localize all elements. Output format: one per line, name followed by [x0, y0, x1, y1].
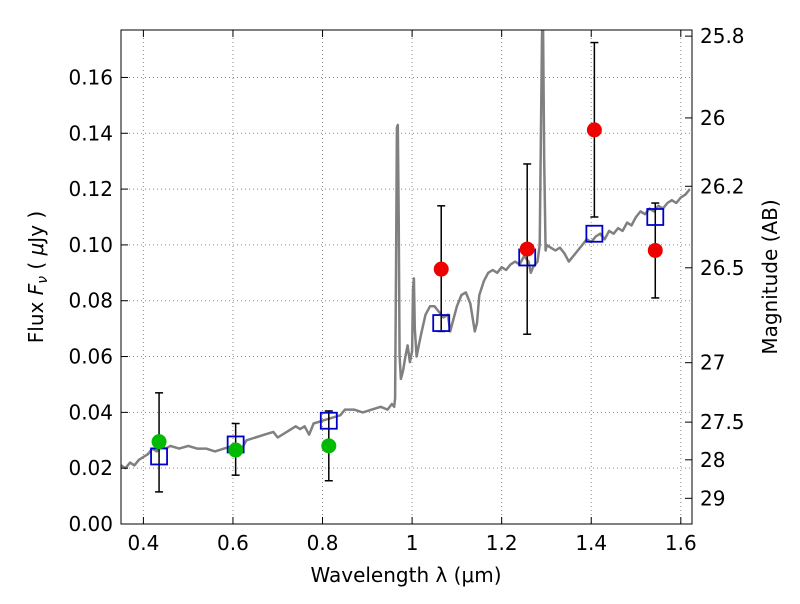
y-axis-title: Flux Fν ( μJy ) [24, 211, 51, 343]
y-tick-label: 0.02 [68, 456, 113, 480]
plot-frame [120, 29, 693, 525]
y-tick-label: 0.10 [68, 233, 113, 257]
y-tick-label: 0.16 [68, 65, 113, 89]
y-tick-label: 0.14 [68, 121, 113, 145]
red-point [586, 122, 602, 138]
model-square [319, 411, 338, 430]
y-tick-label: 0.00 [68, 512, 113, 536]
right-tick-label: 27 [700, 351, 725, 375]
right-axis-title: Magnitude (AB) [758, 199, 782, 354]
right-tick-label: 29 [700, 486, 725, 510]
green-point [151, 434, 167, 450]
right-tick-label: 28 [700, 448, 725, 472]
red-point [647, 242, 663, 258]
green-point [321, 438, 337, 454]
y-tick-label: 0.08 [68, 289, 113, 313]
x-tick-label: 0.8 [307, 531, 339, 555]
y-tick-label: 0.12 [68, 177, 113, 201]
axis-ticks: 0.4 0.6 0.8 1 1.2 1.4 1.6 0.00 0.02 0.04 0.06 0.08 0… [68, 24, 744, 555]
x-tick-label: 1.6 [665, 531, 697, 555]
model-square [585, 224, 604, 243]
right-tick-label: 27.5 [700, 410, 745, 434]
x-tick-label: 1.2 [486, 531, 518, 555]
y-tick-label: 0.04 [68, 400, 113, 424]
x-tick-label: 0.6 [217, 531, 249, 555]
red-point [519, 241, 535, 257]
model-square [646, 208, 665, 226]
plot-area [121, 30, 691, 493]
right-tick-label: 25.8 [700, 24, 745, 48]
x-tick-label: 1.4 [575, 531, 607, 555]
y-tick-label: 0.06 [68, 345, 113, 369]
x-tick-label: 0.4 [127, 531, 159, 555]
spectrum-line [121, 30, 691, 470]
right-tick-label: 26 [700, 106, 725, 130]
x-tick-label: 1 [406, 531, 419, 555]
right-tick-label: 26.2 [700, 174, 745, 198]
right-tick-label: 26.5 [700, 256, 745, 280]
x-axis-title: Wavelength λ (μm) [310, 563, 501, 587]
green-point [228, 442, 244, 458]
red-point [433, 261, 449, 277]
model-square [432, 314, 451, 332]
